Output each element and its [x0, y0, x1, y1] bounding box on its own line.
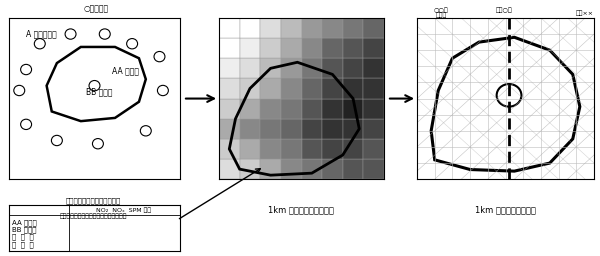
Bar	[219, 58, 239, 78]
Bar	[364, 58, 384, 78]
Text: ○○通: ○○通	[434, 7, 448, 13]
Bar	[260, 159, 281, 179]
Bar	[260, 139, 281, 159]
Bar	[239, 78, 260, 99]
Bar	[302, 119, 322, 139]
Bar	[260, 99, 281, 119]
Bar	[302, 99, 322, 119]
Bar	[343, 58, 364, 78]
Bar	[219, 38, 239, 58]
Bar	[281, 18, 302, 38]
Bar	[343, 139, 364, 159]
Bar	[364, 159, 384, 179]
Bar	[364, 18, 384, 38]
Text: 1km 精度での位置固定: 1km 精度での位置固定	[475, 205, 536, 215]
Bar	[219, 159, 239, 179]
Text: １丁目: １丁目	[436, 12, 446, 18]
Text: 大気測定局マスターファイル: 大気測定局マスターファイル	[65, 198, 121, 204]
Text: AA 小学校: AA 小学校	[13, 219, 37, 226]
Text: ・  ・  ・: ・ ・ ・	[13, 241, 34, 248]
Bar	[343, 18, 364, 38]
Bar	[322, 139, 343, 159]
Bar	[281, 119, 302, 139]
Text: 国道○号: 国道○号	[496, 7, 512, 13]
Text: BB 市役所: BB 市役所	[86, 88, 112, 97]
Bar	[239, 18, 260, 38]
Bar	[364, 139, 384, 159]
Bar	[322, 38, 343, 58]
Text: NO₂  NOₓ  SPM ・・: NO₂ NOₓ SPM ・・	[96, 208, 151, 213]
Bar	[302, 139, 322, 159]
Bar	[239, 38, 260, 58]
Bar	[281, 58, 302, 78]
Text: AA 小学校: AA 小学校	[112, 67, 139, 76]
Bar	[239, 159, 260, 179]
Bar	[364, 99, 384, 119]
Bar	[322, 159, 343, 179]
Bar	[343, 78, 364, 99]
Text: 1km メッシュ単位に補間: 1km メッシュ単位に補間	[268, 205, 334, 215]
Bar	[219, 78, 239, 99]
Bar	[219, 99, 239, 119]
Bar	[281, 139, 302, 159]
Bar	[322, 18, 343, 38]
Bar	[302, 159, 322, 179]
Text: 大学××: 大学××	[576, 10, 594, 16]
Bar	[281, 78, 302, 99]
Bar	[302, 78, 322, 99]
Bar	[343, 38, 364, 58]
Text: BB 市役所: BB 市役所	[13, 226, 37, 233]
Bar	[219, 139, 239, 159]
Bar	[302, 38, 322, 58]
Text: ○：測定局: ○：測定局	[83, 4, 109, 14]
Bar	[364, 119, 384, 139]
Bar	[302, 18, 322, 38]
Bar	[239, 99, 260, 119]
Bar	[239, 58, 260, 78]
Bar	[219, 119, 239, 139]
Bar	[260, 38, 281, 58]
Bar	[343, 119, 364, 139]
Text: ・  ・  ・: ・ ・ ・	[13, 234, 34, 240]
Bar	[322, 119, 343, 139]
Bar	[281, 99, 302, 119]
Bar	[364, 38, 384, 58]
Bar	[322, 58, 343, 78]
Bar	[260, 78, 281, 99]
Bar	[260, 119, 281, 139]
Bar	[281, 38, 302, 58]
Bar	[219, 18, 239, 38]
Bar	[302, 58, 322, 78]
Bar	[322, 99, 343, 119]
Bar	[322, 78, 343, 99]
Bar	[281, 159, 302, 179]
Bar	[260, 18, 281, 38]
Bar	[239, 119, 260, 139]
Bar	[343, 99, 364, 119]
Text: A 保健所管内: A 保健所管内	[26, 29, 57, 39]
Bar	[343, 159, 364, 179]
Bar	[364, 78, 384, 99]
Bar	[239, 139, 260, 159]
Bar	[260, 58, 281, 78]
Text: （国立環境研究所所有）により位置固定: （国立環境研究所所有）により位置固定	[59, 214, 127, 219]
